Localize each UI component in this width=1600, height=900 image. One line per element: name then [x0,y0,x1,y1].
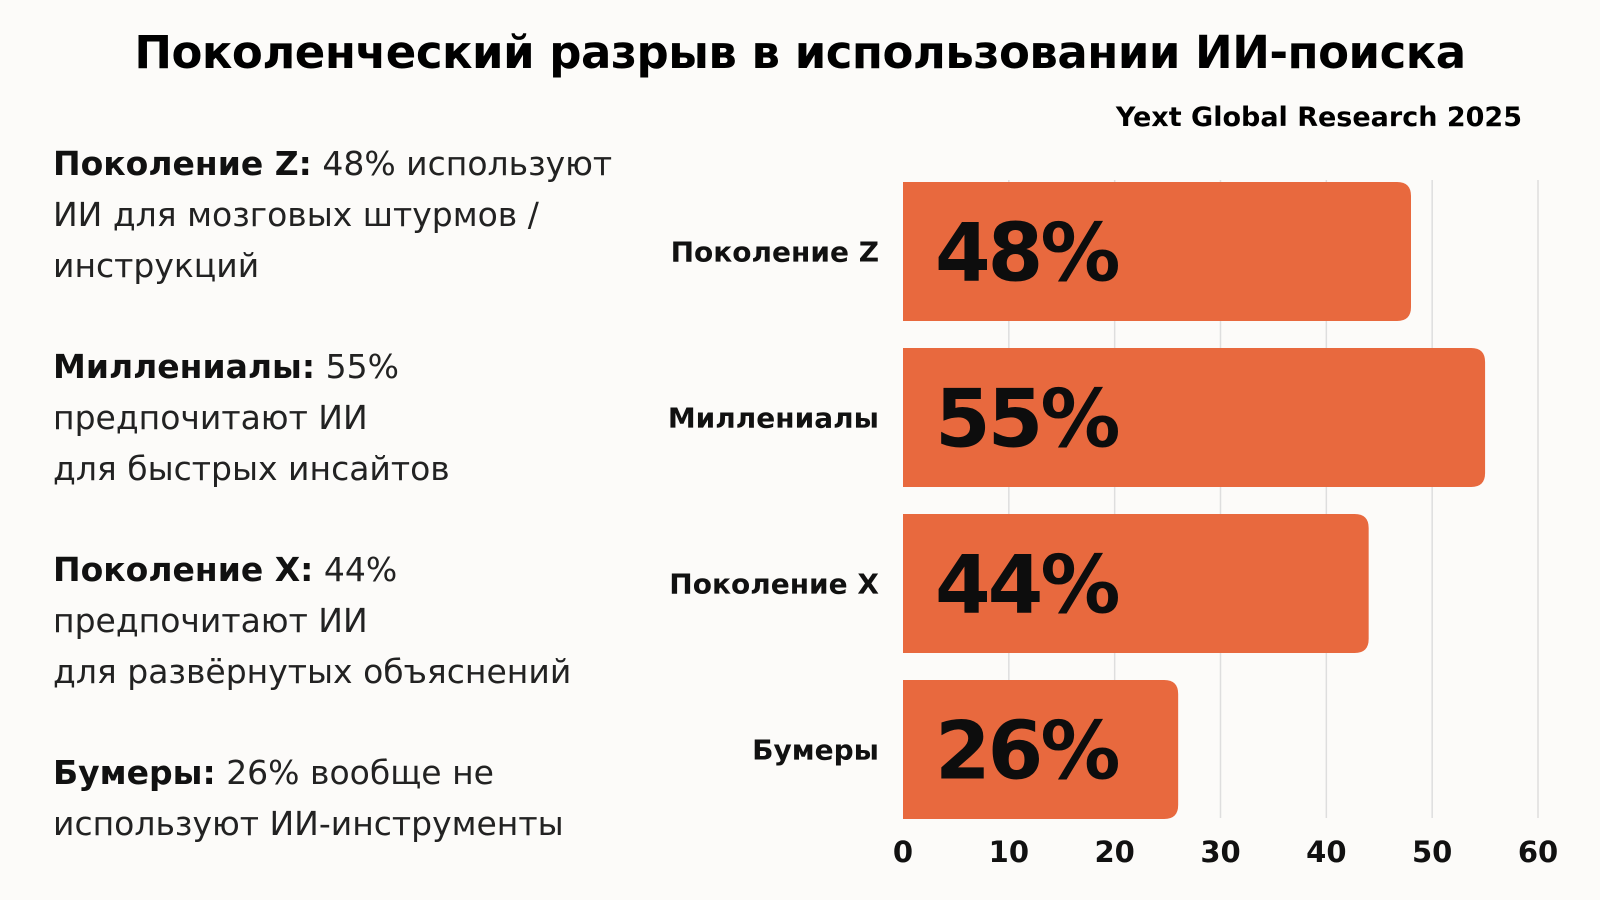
note-text: 26% вообще не [226,753,494,792]
x-tick-label: 60 [1518,835,1558,869]
bars [903,182,1486,819]
source-label: Yext Global Research 2025 [1115,102,1522,133]
note-heading: Бумеры: [53,753,216,792]
note-text: для быстрых инсайтов [53,449,450,488]
note-first-line: Поколение Z: 48% используют [53,138,623,189]
note-gen-x: Поколение X: 44% предпочитают ИИ для раз… [53,544,623,697]
note-text: инструкций [53,246,260,285]
category-label: Миллениалы [668,402,879,435]
note-first-line: Миллениалы: 55% [53,341,623,392]
x-tick-label: 40 [1306,835,1346,869]
note-text: предпочитают ИИ [53,601,368,640]
note-text: ИИ для мозговых штурмов / [53,195,539,234]
note-text: используют ИИ-инструменты [53,804,564,843]
note-millennials: Миллениалы: 55% предпочитают ИИ для быст… [53,341,623,494]
bar [903,680,1179,819]
x-tick-label: 50 [1412,835,1452,869]
bar [903,514,1369,653]
x-tick-label: 30 [1200,835,1240,869]
note-text: предпочитают ИИ [53,398,368,437]
note-text: 44% [323,550,398,589]
labels: 0 10 20 30 40 50 60 Поколение Z 48% Миллениалы 55%… [668,207,1558,870]
data-label: 48% [935,207,1118,300]
note-gen-z: Поколение Z: 48% используют ИИ для мозго… [53,138,623,291]
data-label: 26% [935,705,1118,798]
note-text: для развёрнутых объяснений [53,652,572,691]
note-text: 55% [325,347,399,386]
x-tick-label: 10 [989,835,1029,869]
note-boomers: Бумеры: 26% вообще не используют ИИ-инст… [53,747,623,849]
x-tick-label: 20 [1094,835,1134,869]
note-heading: Поколение X: [53,550,314,589]
x-tick-label: 0 [893,835,913,869]
note-heading: Поколение Z: [53,144,312,183]
note-first-line: Поколение X: 44% [53,544,623,595]
category-label: Поколение Z [671,236,879,269]
note-text: 48% используют [322,144,613,183]
category-label: Бумеры [752,734,879,767]
note-heading: Миллениалы: [53,347,316,386]
data-label: 44% [935,539,1118,632]
bar [903,348,1486,487]
category-label: Поколение X [669,568,879,601]
chart-title: Поколенческий разрыв в использовании ИИ-… [134,26,1466,79]
note-first-line: Бумеры: 26% вообще не [53,747,623,798]
data-label: 55% [935,373,1118,466]
bar [903,182,1411,321]
